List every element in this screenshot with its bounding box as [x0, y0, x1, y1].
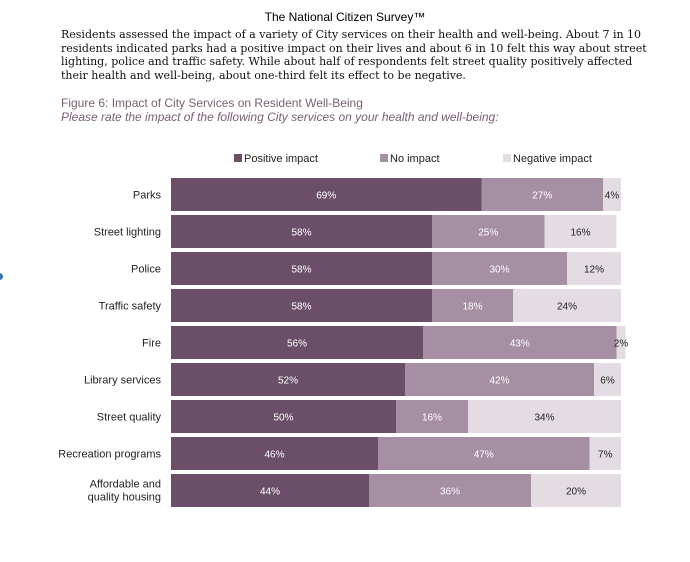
bar-2-5 — [594, 363, 621, 396]
data-label-0-4: 56% — [287, 339, 307, 350]
data-label-0-8: 44% — [260, 487, 280, 498]
category-label-6: Street quality — [97, 412, 162, 424]
data-label-2-0: 4% — [605, 191, 620, 202]
data-label-2-4: 2% — [614, 339, 629, 350]
bar-2-3 — [513, 289, 621, 322]
bar-0-2 — [171, 252, 432, 285]
stacked-bar-chart: Positive impact No impact Negative impact P… — [58, 153, 629, 507]
legend-label-0: Positive impact — [244, 153, 318, 165]
bar-2-2 — [567, 252, 621, 285]
data-label-1-7: 47% — [474, 450, 494, 461]
bar-1-3 — [432, 289, 513, 322]
category-label-3: Traffic safety — [99, 301, 162, 313]
data-label-2-5: 6% — [600, 376, 615, 387]
category-label-8-line-0: Affordable and — [90, 479, 161, 491]
data-label-1-1: 25% — [478, 228, 498, 239]
data-label-2-8: 20% — [566, 487, 586, 498]
bar-2-0 — [603, 178, 621, 211]
bar-2-8 — [531, 474, 621, 507]
category-label-4: Fire — [142, 338, 161, 350]
bar-0-1 — [171, 215, 432, 248]
bar-1-5 — [405, 363, 594, 396]
bar-0-8 — [171, 474, 369, 507]
figure-title: Figure 6: Impact of City Services on Res… — [61, 96, 363, 110]
bar-2-4 — [616, 326, 626, 359]
category-label-0: Parks — [133, 190, 162, 202]
bar-1-1 — [432, 215, 545, 248]
bar-1-2 — [432, 252, 567, 285]
bar-0-4 — [171, 326, 423, 359]
intro-paragraph: Residents assessed the impact of a varie… — [61, 28, 647, 82]
data-label-1-5: 42% — [489, 376, 509, 387]
data-label-1-6: 16% — [422, 413, 442, 424]
bar-1-4 — [423, 326, 617, 359]
data-label-2-2: 12% — [584, 265, 604, 276]
legend-swatch-2 — [503, 154, 511, 162]
data-label-1-0: 27% — [532, 191, 552, 202]
category-label-7: Recreation programs — [58, 449, 161, 461]
legend-label-1: No impact — [390, 153, 440, 165]
legend-label-2: Negative impact — [513, 153, 592, 165]
data-label-1-8: 36% — [440, 487, 460, 498]
category-label-8-line-1: quality housing — [88, 492, 161, 504]
bar-1-0 — [481, 178, 603, 211]
page-edge-marker — [0, 273, 3, 280]
data-label-0-7: 46% — [264, 450, 284, 461]
category-label-5: Library services — [84, 375, 162, 387]
legend-swatch-1 — [380, 154, 388, 162]
data-label-0-2: 58% — [291, 265, 311, 276]
figure-subtitle: Please rate the impact of the following … — [61, 110, 499, 124]
bar-0-7 — [171, 437, 378, 470]
data-label-0-1: 58% — [291, 228, 311, 239]
legend-swatch-0 — [234, 154, 242, 162]
bar-1-7 — [378, 437, 590, 470]
bar-2-7 — [589, 437, 621, 470]
bar-2-6 — [468, 400, 621, 433]
page-header: The National Citizen Survey™ — [264, 10, 426, 24]
data-label-2-6: 34% — [534, 413, 554, 424]
bar-0-3 — [171, 289, 432, 322]
bar-1-8 — [369, 474, 531, 507]
bar-0-5 — [171, 363, 405, 396]
data-label-2-7: 7% — [598, 450, 613, 461]
bar-0-6 — [171, 400, 396, 433]
bar-0-0 — [171, 178, 482, 211]
category-label-2: Police — [131, 264, 161, 276]
data-label-2-1: 16% — [570, 228, 590, 239]
bar-1-6 — [396, 400, 468, 433]
data-label-0-6: 50% — [273, 413, 293, 424]
category-label-1: Street lighting — [94, 227, 161, 239]
data-label-0-3: 58% — [291, 302, 311, 313]
bar-2-1 — [544, 215, 617, 248]
data-label-1-4: 43% — [510, 339, 530, 350]
data-label-0-5: 52% — [278, 376, 298, 387]
data-label-0-0: 69% — [316, 191, 336, 202]
data-label-1-2: 30% — [489, 265, 509, 276]
data-label-1-3: 18% — [462, 302, 482, 313]
data-label-2-3: 24% — [557, 302, 577, 313]
